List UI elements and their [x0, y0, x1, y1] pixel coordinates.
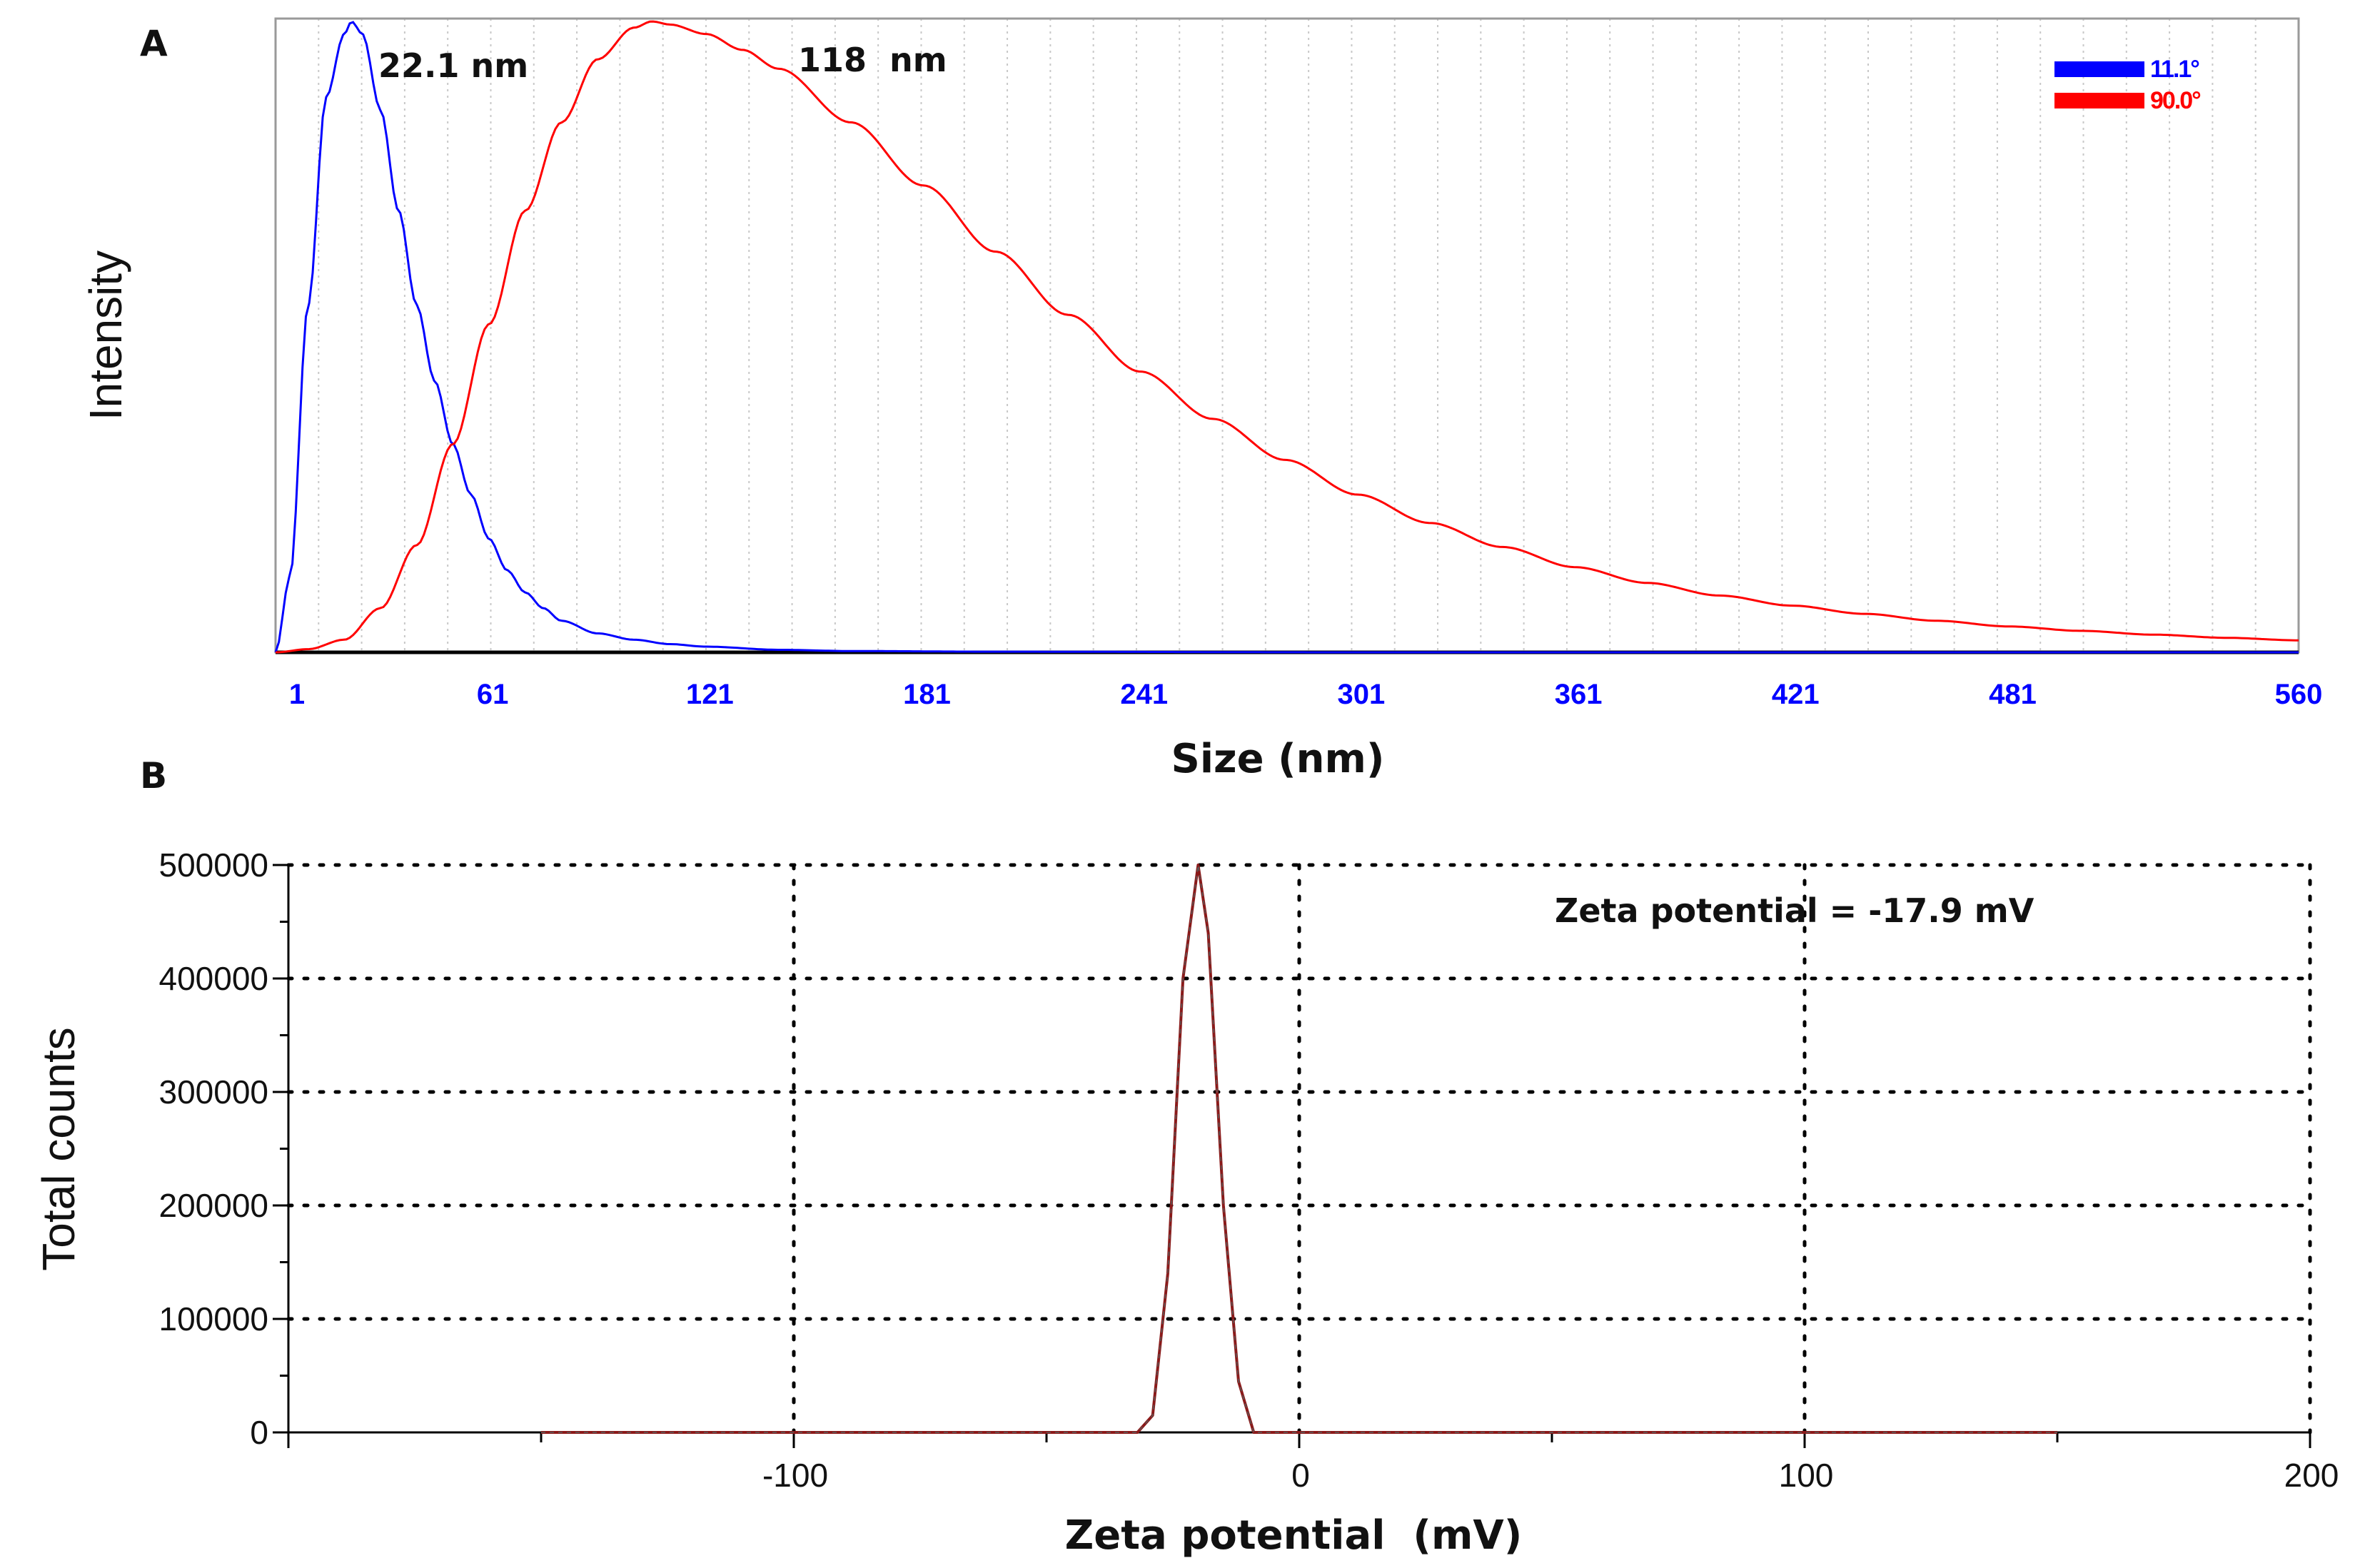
panel-a-x-tick-label: 481 — [1989, 679, 2037, 710]
panel-b-y-tick-label: 0 — [250, 1414, 268, 1451]
panel-b-x-tick-label: -100 — [762, 1457, 828, 1494]
legend-label-1: 11.1° — [2150, 56, 2199, 83]
panel-b-y-tick-label: 300000 — [159, 1073, 269, 1111]
panel-a-x-ticks: 1 61 121 181 241 301 361 421 481 560 — [289, 679, 2323, 710]
panel-a-annotation-peak-1: 22.1 nm — [378, 46, 528, 85]
panel-a-x-tick-label: 361 — [1555, 679, 1603, 710]
panel-a-annotation-peak-2: 118 nm — [798, 41, 947, 79]
panel-b-series — [541, 864, 2057, 1434]
panel-b-grid — [286, 863, 2312, 1435]
panel-a-legend: 11.1° 90.0° — [2054, 56, 2202, 114]
panel-b-x-ticks: -100 0 100 200 — [287, 1432, 2339, 1494]
panel-a-grid — [318, 19, 2256, 652]
panel-a-x-tick-label: 301 — [1338, 679, 1386, 710]
panel-b-annotation: Zeta potential = -17.9 mV — [1555, 891, 2034, 930]
panel-a-series-line-2 — [275, 20, 2299, 654]
panel-b-y-tick-label: 500000 — [159, 846, 269, 884]
panel-a-x-tick-label: 121 — [686, 679, 734, 710]
panel-a: A 1 61 121 181 241 301 361 421 481 560 22.1 nm 11… — [80, 17, 2323, 782]
panel-a-label: A — [140, 23, 168, 64]
panel-a-x-tick-label: 61 — [477, 679, 509, 710]
panel-a-x-tick-label: 1 — [289, 679, 305, 710]
legend-swatch-2 — [2054, 93, 2144, 108]
panel-b-series-line-1 — [541, 864, 2057, 1434]
panel-a-y-axis-title: Intensity — [80, 251, 131, 420]
panel-a-series — [274, 20, 2299, 654]
panel-b-x-tick-label: 200 — [2284, 1457, 2339, 1494]
panel-b-y-axis-title: Total counts — [33, 1027, 84, 1271]
panel-a-frame — [274, 17, 2300, 654]
panel-a-x-tick-label: 241 — [1120, 679, 1168, 710]
panel-b: B 0 100000 200000 300000 400000 500000 -100 0 1… — [33, 755, 2339, 1559]
panel-b-y-tick-label: 100000 — [159, 1300, 269, 1337]
panel-b-y-ticks: 0 100000 200000 300000 400000 500000 — [159, 846, 288, 1451]
panel-b-x-axis-title: Zeta potential (mV) — [1065, 1512, 1523, 1559]
panel-a-x-tick-label: 181 — [903, 679, 951, 710]
panel-b-x-tick-label: 0 — [1291, 1457, 1310, 1494]
panel-a-x-axis-title: Size (nm) — [1171, 736, 1384, 782]
panel-b-y-tick-label: 200000 — [159, 1187, 269, 1224]
panel-b-label: B — [140, 755, 167, 796]
panel-a-series-line-1 — [274, 21, 2299, 654]
panel-b-x-tick-label: 100 — [1779, 1457, 1834, 1494]
legend-label-2: 90.0° — [2150, 87, 2201, 114]
panel-a-x-tick-label: 421 — [1772, 679, 1820, 710]
legend-swatch-1 — [2054, 61, 2144, 77]
panel-a-x-tick-label: 560 — [2275, 679, 2323, 710]
panel-b-y-tick-label: 400000 — [159, 960, 269, 997]
